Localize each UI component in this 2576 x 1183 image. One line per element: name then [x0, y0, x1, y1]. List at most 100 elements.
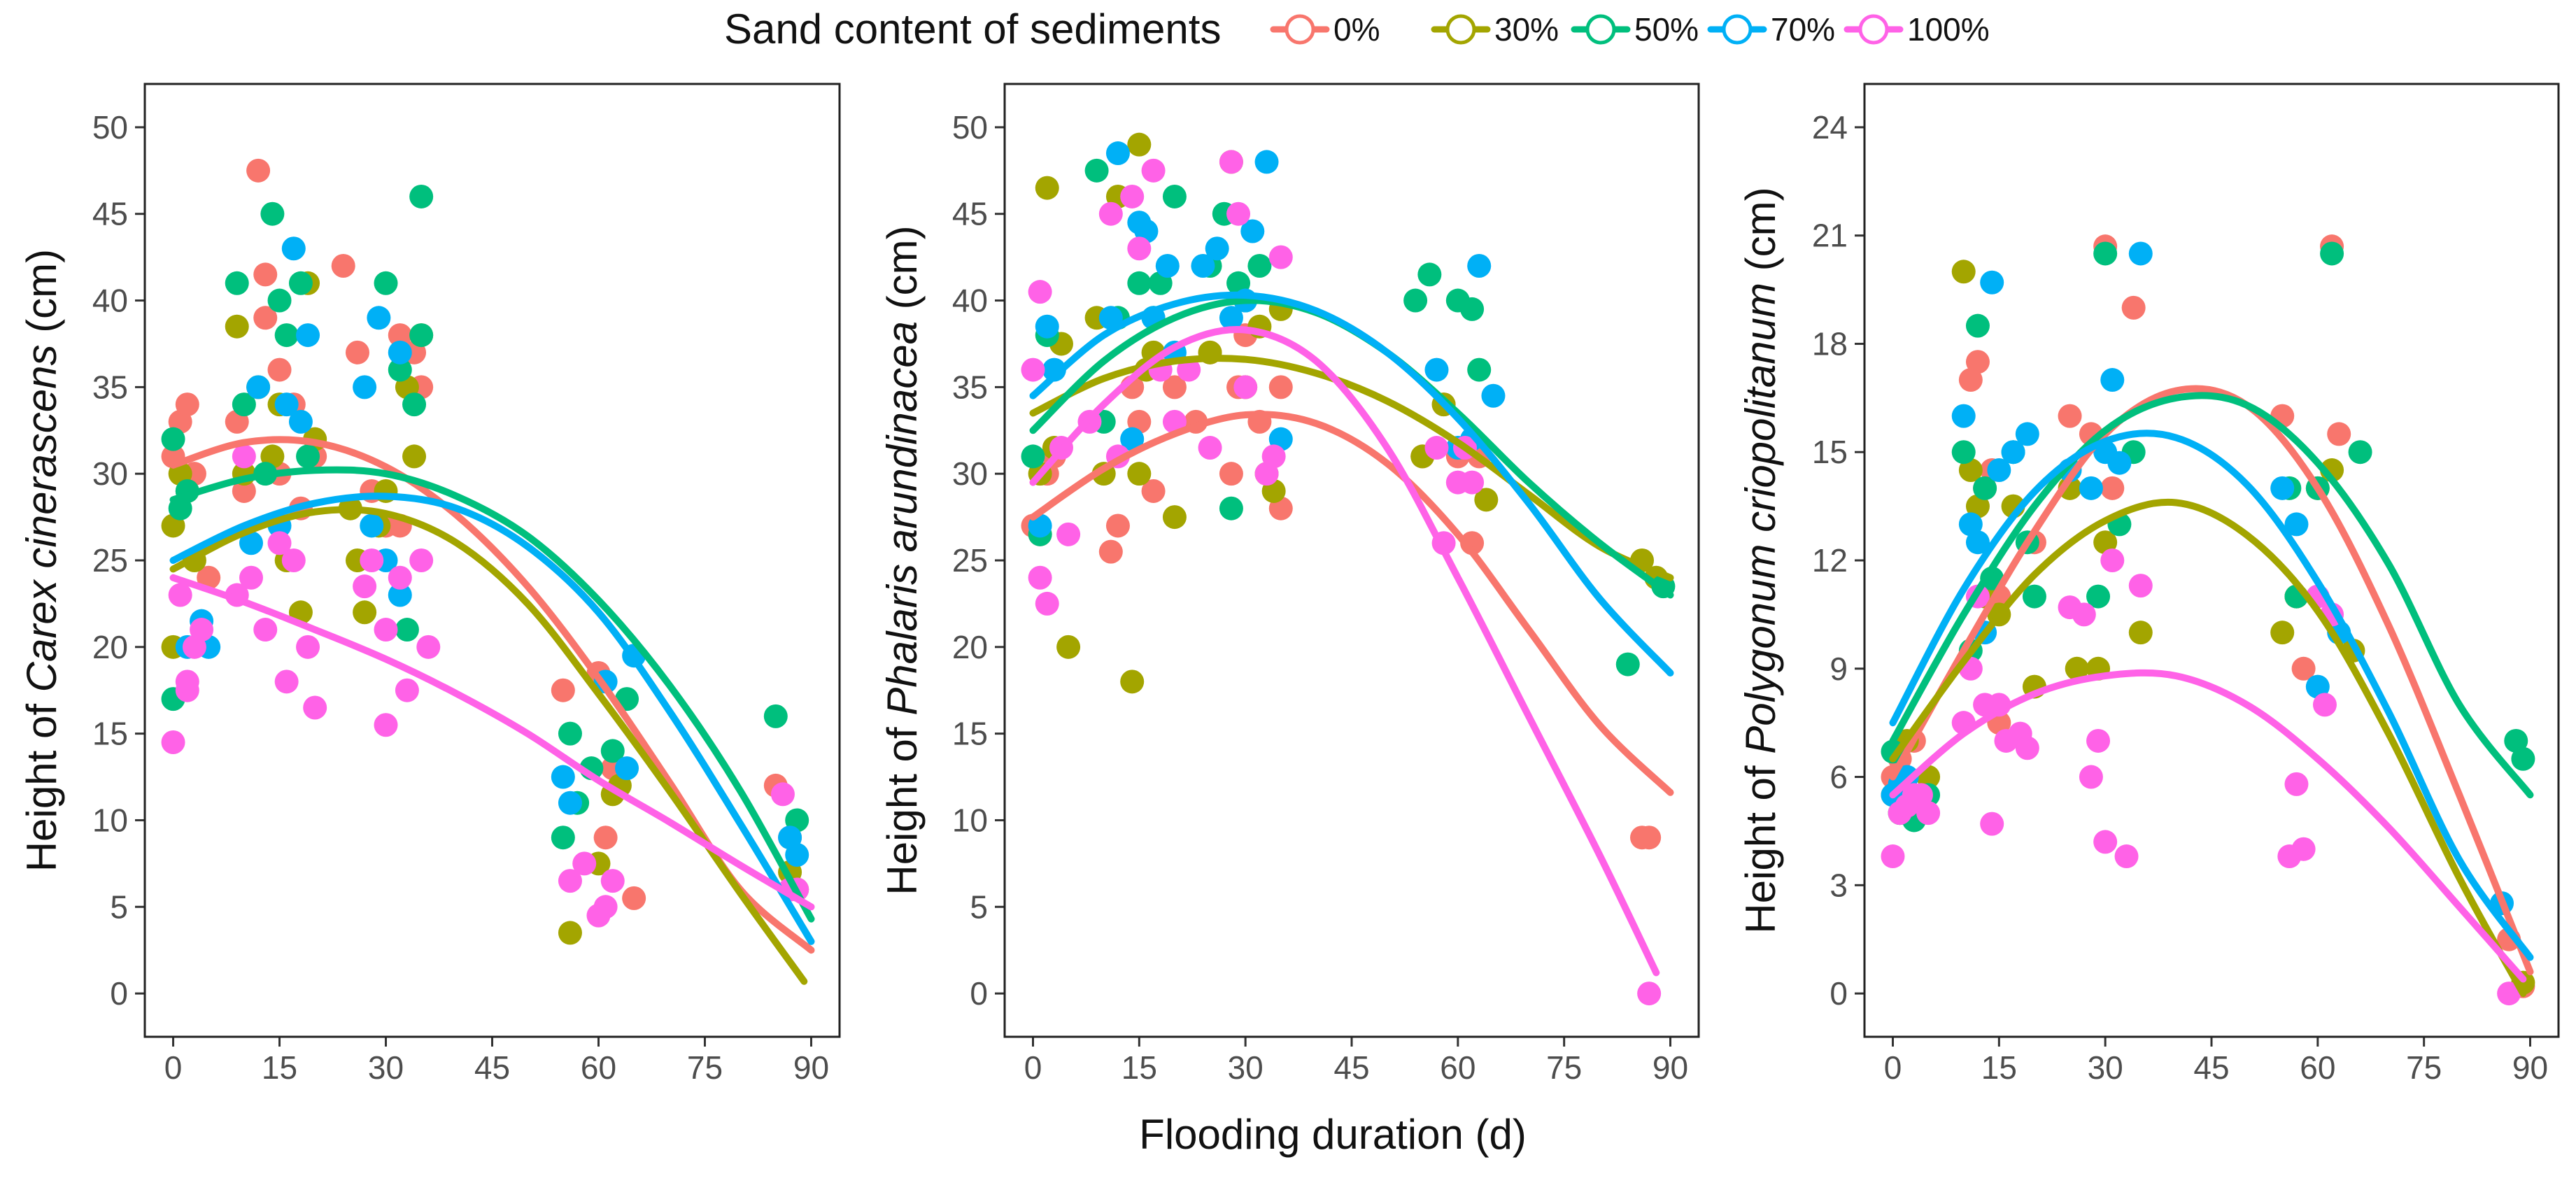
y-tick-label: 50	[952, 109, 988, 146]
data-point	[374, 618, 398, 642]
data-point	[1219, 306, 1243, 330]
data-point	[374, 713, 398, 737]
x-tick-label: 30	[1228, 1049, 1264, 1086]
legend-entry: 50%	[1571, 11, 1699, 48]
x-tick-label: 45	[474, 1049, 510, 1086]
data-point	[388, 323, 412, 348]
data-point	[253, 306, 278, 330]
data-point	[551, 765, 575, 789]
data-point	[551, 678, 575, 702]
y-tick-label: 25	[92, 542, 128, 579]
data-point	[1467, 254, 1492, 278]
data-point	[2121, 295, 2146, 320]
data-point	[558, 921, 582, 945]
x-tick-label: 0	[1884, 1049, 1902, 1086]
legend-swatch	[1585, 14, 1616, 45]
data-point	[2100, 548, 2125, 572]
data-point	[388, 357, 412, 382]
chart-panel: 0 15 30 45 60 75 90 0 3 6 9 12 15 18 21 24 Height of Pol…	[1737, 83, 2560, 1086]
y-tick-label: 10	[92, 802, 128, 838]
y-axis-title-suffix: (cm)	[1737, 187, 1784, 283]
fit-curve	[169, 466, 815, 923]
data-point	[274, 392, 299, 417]
data-point	[1028, 565, 1052, 590]
data-point	[2270, 621, 2295, 645]
y-axis-title-species: Carex cinerascens	[18, 344, 65, 692]
data-point	[168, 583, 192, 607]
data-point	[2093, 830, 2118, 854]
data-point	[2291, 656, 2316, 681]
data-point	[1460, 297, 1485, 321]
legend-label: 70%	[1771, 11, 1835, 48]
y-tick-label: 30	[92, 455, 128, 492]
data-point	[2058, 404, 2082, 428]
data-point	[1424, 436, 1449, 460]
data-point	[2015, 422, 2039, 446]
data-point	[2320, 241, 2344, 266]
data-point	[1474, 488, 1499, 512]
series-points	[161, 184, 809, 850]
data-point	[1105, 141, 1130, 166]
data-point	[1162, 375, 1187, 399]
data-point	[395, 618, 419, 642]
data-point	[1219, 462, 1243, 486]
x-tick-label: 15	[1121, 1049, 1157, 1086]
y-axis-title-prefix: Height of	[18, 692, 65, 872]
data-point	[2270, 476, 2295, 500]
data-point	[1637, 982, 1662, 1006]
legend-label: 50%	[1634, 11, 1699, 48]
data-point	[296, 444, 320, 469]
panels: 0 15 30 45 60 75 9005101520253035404550Height …	[18, 83, 2560, 1086]
fit-curve	[1029, 411, 1674, 796]
x-tick-label: 60	[581, 1049, 616, 1086]
data-point	[409, 184, 434, 208]
data-point	[1191, 254, 1215, 278]
data-point	[593, 826, 618, 850]
data-point	[1105, 513, 1130, 538]
data-point	[1177, 357, 1201, 382]
data-point	[2079, 476, 2103, 500]
y-tick-label: 21	[1812, 218, 1848, 254]
legend-swatch	[1445, 14, 1476, 45]
data-point	[1127, 462, 1152, 486]
y-tick-label: 9	[1830, 651, 1848, 687]
data-point	[253, 262, 278, 287]
x-axis-title: Flooding duration (d)	[1139, 1111, 1527, 1158]
data-point	[2100, 368, 2125, 392]
data-point	[1098, 201, 1123, 226]
data-point	[2511, 746, 2535, 771]
data-point	[558, 721, 582, 746]
y-tick-label: 45	[952, 196, 988, 232]
data-point	[2504, 728, 2528, 753]
x-tick-label: 15	[1981, 1049, 2017, 1086]
data-point	[1460, 470, 1485, 495]
data-point	[1120, 184, 1145, 208]
data-point	[2065, 656, 2089, 681]
data-point	[1965, 313, 1990, 338]
data-point	[353, 600, 377, 625]
data-point	[600, 739, 625, 763]
data-point	[1958, 368, 1983, 392]
data-point	[1021, 357, 1045, 382]
data-point	[1233, 375, 1258, 399]
data-point	[558, 791, 582, 815]
x-tick-label: 0	[164, 1049, 183, 1086]
data-point	[1965, 350, 1990, 374]
data-point	[622, 886, 646, 910]
data-point	[2305, 674, 2330, 699]
data-point	[1084, 158, 1109, 183]
data-point	[360, 548, 384, 572]
data-point	[395, 678, 419, 702]
legend-label: 30%	[1494, 11, 1559, 48]
data-point	[2497, 982, 2521, 1006]
data-point	[1162, 505, 1187, 530]
y-tick-label: 5	[110, 888, 128, 925]
data-point	[1056, 522, 1081, 546]
data-point	[1965, 530, 1990, 555]
data-point	[161, 427, 185, 451]
data-point	[2022, 584, 2046, 609]
data-point	[1127, 271, 1152, 295]
x-tick-label: 90	[1653, 1049, 1688, 1086]
fit-curve	[1029, 291, 1674, 676]
